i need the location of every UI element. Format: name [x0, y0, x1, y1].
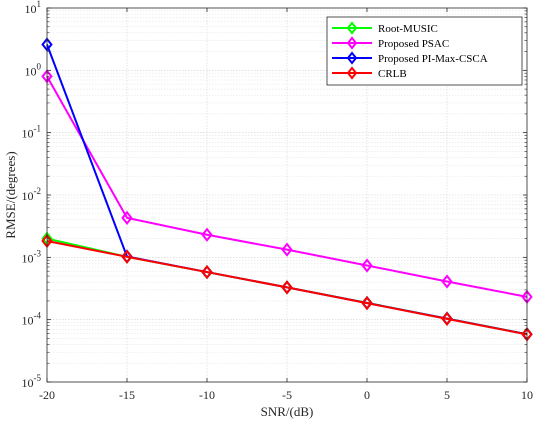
x-tick-label: -5	[282, 388, 292, 402]
y-tick-label: 101	[25, 0, 42, 16]
data-point-marker	[281, 280, 293, 295]
data-point-marker	[361, 296, 373, 311]
legend-entry-label: Root-MUSIC	[378, 23, 438, 35]
y-tick-label: 100	[25, 61, 42, 78]
x-tick-label: 0	[364, 388, 370, 402]
x-tick-label: 5	[444, 388, 450, 402]
y-tick-label: 10-3	[22, 248, 42, 265]
data-point-marker	[121, 249, 133, 264]
x-tick-label: 10	[521, 388, 533, 402]
legend-marker	[346, 21, 358, 35]
data-point-marker	[361, 258, 373, 273]
y-axis-title: RMSE/(degrees)	[3, 151, 18, 238]
x-axis-title: SNR/(dB)	[261, 404, 314, 419]
data-point-marker	[281, 242, 293, 257]
axis-ticks: -20 -15 -10 -5 0 5 10 10-5 10-4 10-3 10-2 10-1 100 10…	[22, 0, 534, 402]
data-point-marker	[201, 264, 213, 280]
x-tick-label: -15	[119, 388, 135, 402]
data-point-marker	[441, 274, 453, 289]
legend-entry-label: Proposed PSAC	[378, 38, 449, 50]
series-line	[46, 75, 528, 298]
legend-entry-label: Proposed PI-Max-CSCA	[378, 53, 488, 65]
series-proposed-psac	[41, 69, 533, 304]
legend-marker	[346, 66, 358, 80]
x-tick-label: -10	[199, 388, 215, 402]
data-point-marker	[441, 311, 453, 326]
legend-entry-label: CRLB	[378, 68, 407, 80]
y-tick-label: 10-4	[22, 311, 42, 328]
data-point-marker	[121, 210, 133, 225]
legend-marker	[346, 51, 358, 65]
data-point-marker	[201, 227, 213, 242]
y-tick-label: 10-2	[22, 186, 42, 203]
y-tick-label: 10-1	[22, 124, 42, 141]
series-line	[46, 239, 528, 336]
y-tick-label: 10-5	[22, 373, 42, 390]
legend-marker	[346, 36, 358, 50]
x-tick-label: -20	[39, 388, 55, 402]
legend: Root-MUSIC Proposed PSAC Proposed PI-Max-C…	[326, 16, 523, 86]
